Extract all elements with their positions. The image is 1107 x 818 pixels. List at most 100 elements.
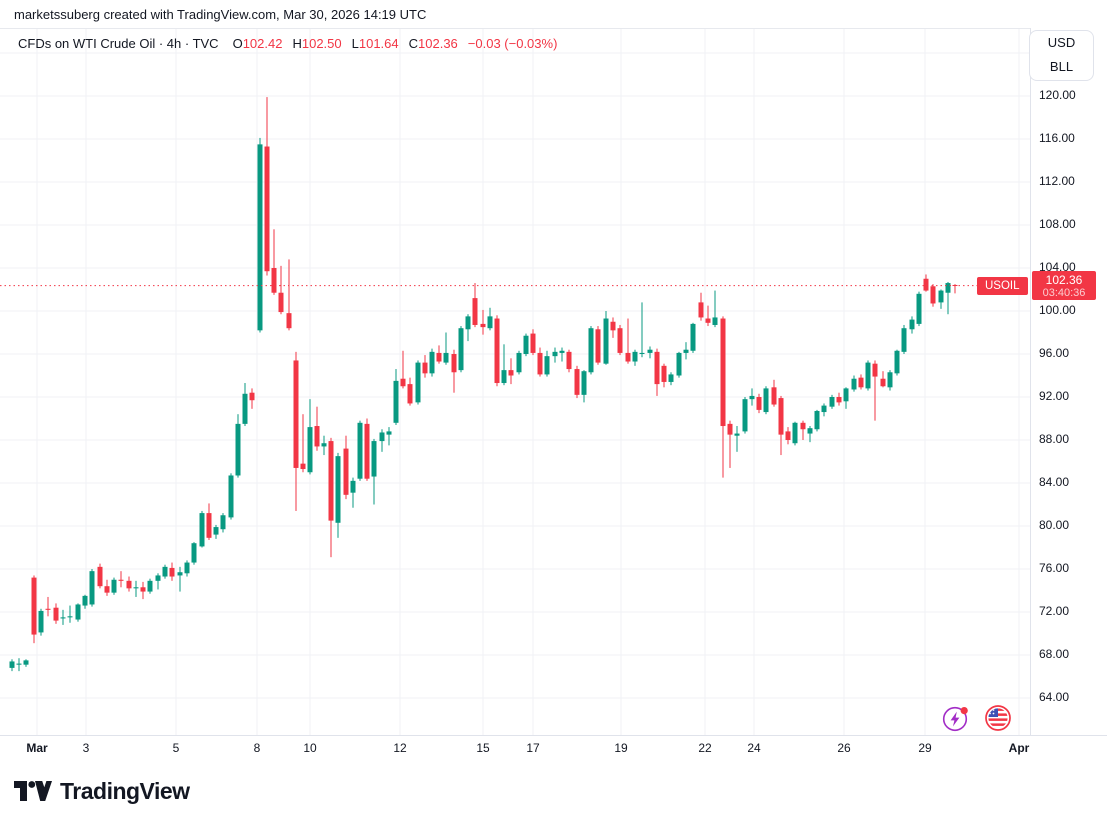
candle[interactable]: [712, 317, 718, 325]
candle[interactable]: [75, 604, 81, 620]
candle[interactable]: [938, 290, 944, 303]
candle[interactable]: [293, 360, 299, 468]
candle[interactable]: [814, 410, 820, 430]
candle[interactable]: [472, 298, 478, 325]
candle[interactable]: [386, 431, 392, 435]
candle[interactable]: [880, 378, 886, 387]
candle[interactable]: [31, 577, 37, 635]
candle[interactable]: [16, 663, 22, 665]
candle[interactable]: [843, 388, 849, 402]
candle[interactable]: [126, 580, 132, 589]
candle[interactable]: [923, 278, 929, 291]
candle[interactable]: [184, 562, 190, 574]
candle[interactable]: [213, 527, 219, 535]
candle[interactable]: [9, 661, 15, 668]
candle[interactable]: [508, 370, 514, 376]
candle[interactable]: [422, 362, 428, 374]
candle[interactable]: [887, 372, 893, 388]
candle[interactable]: [778, 398, 784, 435]
candle[interactable]: [451, 354, 457, 373]
candle[interactable]: [465, 316, 471, 330]
candle[interactable]: [603, 318, 609, 364]
candle[interactable]: [516, 352, 522, 373]
candle[interactable]: [443, 352, 449, 363]
candle[interactable]: [45, 608, 51, 610]
symbol-price-flag[interactable]: USOIL: [977, 276, 1028, 295]
candle[interactable]: [494, 318, 500, 384]
candle[interactable]: [487, 316, 493, 329]
candle[interactable]: [566, 351, 572, 370]
unit-option[interactable]: BLL: [1049, 59, 1074, 74]
candle[interactable]: [756, 397, 762, 410]
symbol-title[interactable]: CFDs on WTI Crude Oil · 4h · TVC: [18, 36, 219, 51]
candle[interactable]: [436, 352, 442, 362]
candle[interactable]: [742, 399, 748, 432]
candle[interactable]: [901, 328, 907, 352]
candle[interactable]: [140, 587, 146, 592]
candle[interactable]: [676, 352, 682, 376]
candle[interactable]: [749, 395, 755, 400]
chart-pane[interactable]: CFDs on WTI Crude Oil · 4h · TVC O102.42…: [0, 28, 1030, 736]
candle[interactable]: [552, 351, 558, 357]
candle[interactable]: [654, 351, 660, 385]
candle[interactable]: [537, 352, 543, 375]
candle[interactable]: [501, 370, 507, 384]
unit-selector[interactable]: USD BLL: [1029, 30, 1094, 81]
candle[interactable]: [335, 456, 341, 523]
candle[interactable]: [523, 335, 529, 354]
candle[interactable]: [147, 580, 153, 592]
candle[interactable]: [588, 328, 594, 373]
candle[interactable]: [321, 443, 327, 447]
candle[interactable]: [364, 423, 370, 479]
candle[interactable]: [169, 567, 175, 577]
candle[interactable]: [199, 513, 205, 547]
candle[interactable]: [328, 441, 334, 521]
candle[interactable]: [807, 428, 813, 434]
candle[interactable]: [625, 352, 631, 362]
candle[interactable]: [89, 571, 95, 605]
candle[interactable]: [343, 448, 349, 495]
candle[interactable]: [632, 351, 638, 362]
candle[interactable]: [162, 566, 168, 577]
time-axis[interactable]: Mar 3 5 8 10 12 15 17 19 22 24 26 29 Apr: [0, 735, 1107, 759]
candle[interactable]: [257, 144, 263, 331]
candle[interactable]: [930, 286, 936, 304]
tradingview-logo[interactable]: TradingView: [14, 771, 190, 811]
candle[interactable]: [429, 351, 435, 374]
candle[interactable]: [407, 384, 413, 404]
candle[interactable]: [668, 374, 674, 382]
candle[interactable]: [574, 369, 580, 395]
candle[interactable]: [945, 283, 951, 293]
candle[interactable]: [639, 352, 645, 354]
candle[interactable]: [544, 356, 550, 375]
candle[interactable]: [271, 268, 277, 293]
candle[interactable]: [530, 333, 536, 353]
candle[interactable]: [865, 362, 871, 389]
candle[interactable]: [300, 463, 306, 470]
candle[interactable]: [206, 513, 212, 538]
candle[interactable]: [458, 328, 464, 371]
candle[interactable]: [350, 480, 356, 493]
candle[interactable]: [220, 515, 226, 530]
candle[interactable]: [829, 397, 835, 407]
candle[interactable]: [67, 616, 73, 618]
candle[interactable]: [771, 387, 777, 405]
candle[interactable]: [393, 380, 399, 423]
candle[interactable]: [683, 349, 689, 353]
candle[interactable]: [916, 293, 922, 324]
price-axis[interactable]: USD BLL 120.00 116.00 112.00 108.00 104.00 10…: [1029, 28, 1107, 735]
candle[interactable]: [307, 427, 313, 473]
candle[interactable]: [785, 431, 791, 440]
candle[interactable]: [97, 566, 103, 587]
candle[interactable]: [286, 313, 292, 329]
candle[interactable]: [400, 378, 406, 387]
candle[interactable]: [379, 432, 385, 442]
candle[interactable]: [581, 371, 587, 395]
candle[interactable]: [836, 397, 842, 403]
candle[interactable]: [228, 475, 234, 518]
candle[interactable]: [264, 146, 270, 272]
candle[interactable]: [155, 575, 161, 581]
candle[interactable]: [480, 323, 486, 328]
chart-legend[interactable]: CFDs on WTI Crude Oil · 4h · TVC O102.42…: [18, 36, 557, 51]
candle[interactable]: [851, 378, 857, 390]
